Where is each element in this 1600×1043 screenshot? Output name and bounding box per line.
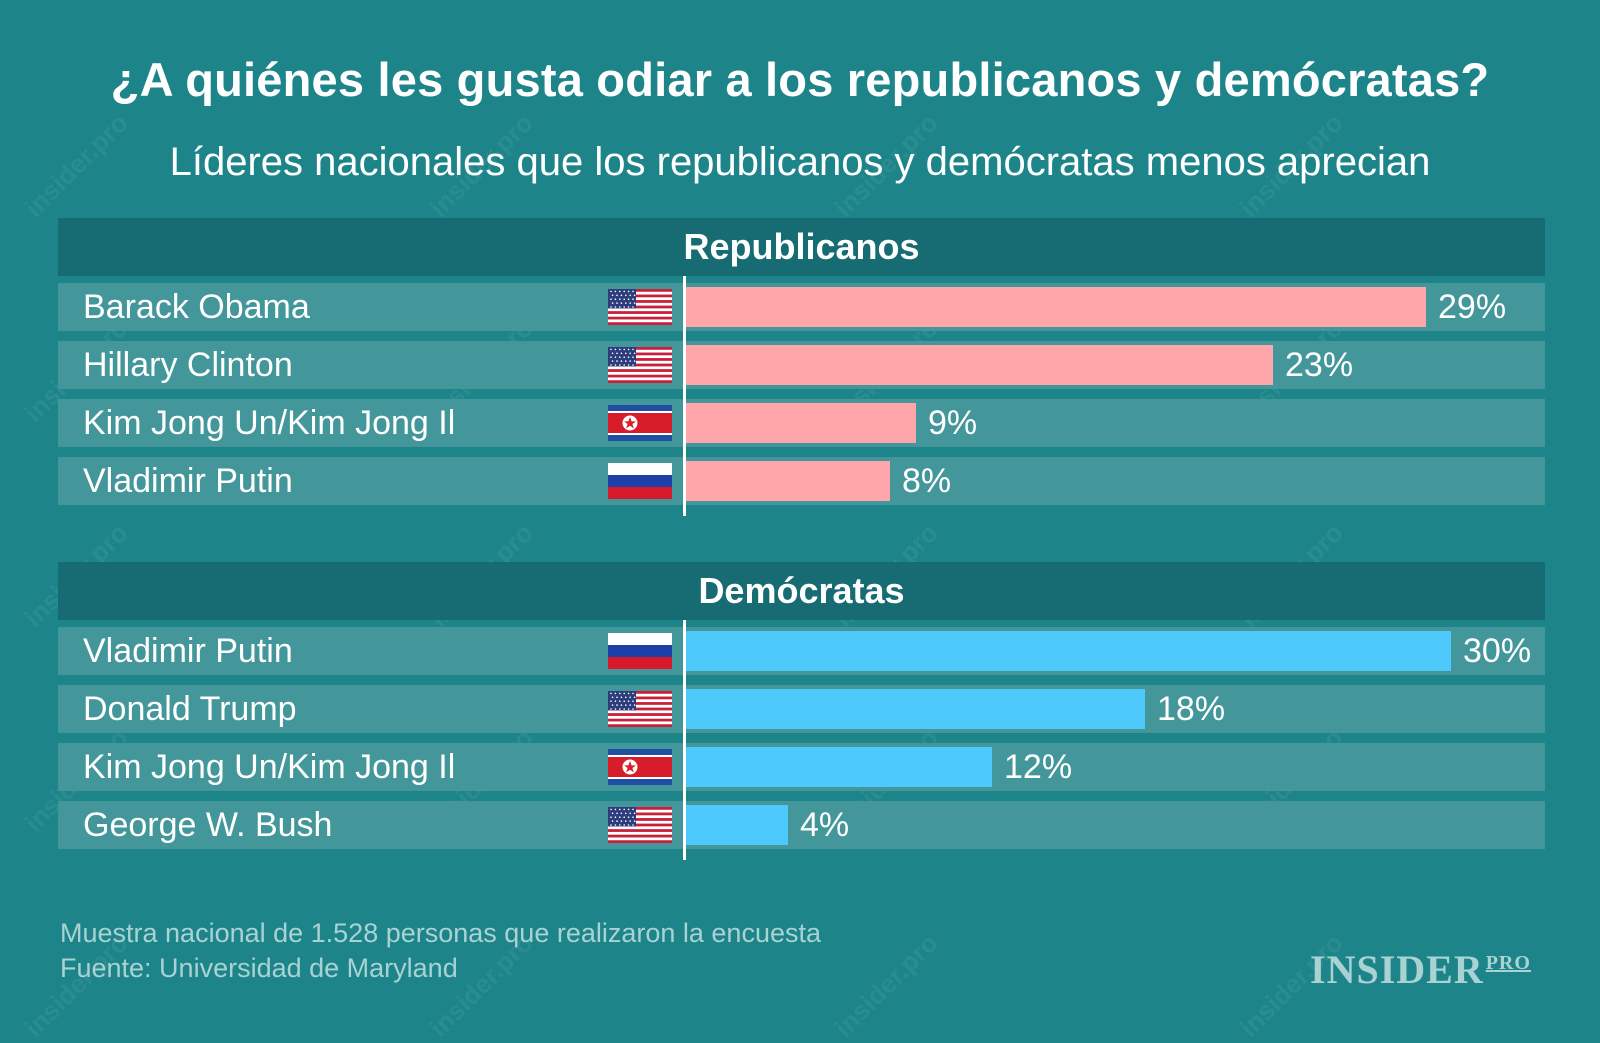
logo-main: INSIDER (1310, 947, 1484, 992)
bar-row: George W. Bush 4% (58, 801, 1545, 849)
russia-flag-icon (608, 463, 672, 499)
bar-value-label: 18% (1157, 690, 1226, 728)
bar (686, 345, 1273, 385)
bar (686, 689, 1145, 729)
category-label: Donald Trump (83, 690, 297, 728)
axis-line (683, 276, 686, 516)
bar (686, 805, 788, 845)
bar-row: Kim Jong Un/Kim Jong Il 12% (58, 743, 1545, 791)
bar (686, 403, 916, 443)
republicanos-section: Republicanos Barack Obama 29% Hillary Clin… (58, 218, 1545, 518)
republicanos-header: Republicanos (58, 218, 1545, 276)
chart-title: ¿A quiénes les gusta odiar a los republi… (110, 53, 1490, 106)
axis-line (683, 620, 686, 860)
bar-value-label: 12% (1004, 748, 1073, 786)
logo-sup: PRO (1485, 952, 1531, 974)
bar (686, 631, 1451, 671)
bar-value-label: 23% (1285, 346, 1354, 384)
category-label: Vladimir Putin (83, 462, 293, 500)
us-flag-icon (608, 807, 672, 843)
north-korea-flag-icon (608, 405, 672, 441)
category-label: George W. Bush (83, 806, 333, 844)
bar-value-label: 8% (902, 462, 952, 500)
chart-subtitle: Líderes nacionales que los republicanos … (169, 140, 1431, 184)
insider-pro-logo: INSIDER PRO (1310, 946, 1531, 993)
category-label: Kim Jong Un/Kim Jong Il (83, 404, 456, 442)
bar-row: Barack Obama 29% (58, 283, 1545, 331)
democratas-section: Demócratas Vladimir Putin 30% Donald Trump… (58, 562, 1545, 862)
bar-row: Vladimir Putin 8% (58, 457, 1545, 505)
bar-row: Kim Jong Un/Kim Jong Il 9% (58, 399, 1545, 447)
us-flag-icon (608, 347, 672, 383)
bar (686, 461, 890, 501)
us-flag-icon (608, 289, 672, 325)
bar-row: Hillary Clinton 23% (58, 341, 1545, 389)
bar-value-label: 29% (1438, 288, 1507, 326)
us-flag-icon (608, 691, 672, 727)
bar (686, 747, 992, 787)
category-label: Kim Jong Un/Kim Jong Il (83, 748, 456, 786)
bar-row: Vladimir Putin 30% (58, 627, 1545, 675)
category-label: Vladimir Putin (83, 632, 293, 670)
bar-value-label: 4% (800, 806, 850, 844)
russia-flag-icon (608, 633, 672, 669)
bar (686, 287, 1426, 327)
bar-row: Donald Trump 18% (58, 685, 1545, 733)
category-label: Hillary Clinton (83, 346, 293, 384)
democratas-header: Demócratas (58, 562, 1545, 620)
footer-source: Fuente: Universidad de Maryland (60, 953, 458, 983)
bar-value-label: 9% (928, 404, 978, 442)
bar-value-label: 30% (1463, 632, 1532, 670)
category-label: Barack Obama (83, 288, 310, 326)
north-korea-flag-icon (608, 749, 672, 785)
footer-note: Muestra nacional de 1.528 personas que r… (60, 918, 821, 948)
